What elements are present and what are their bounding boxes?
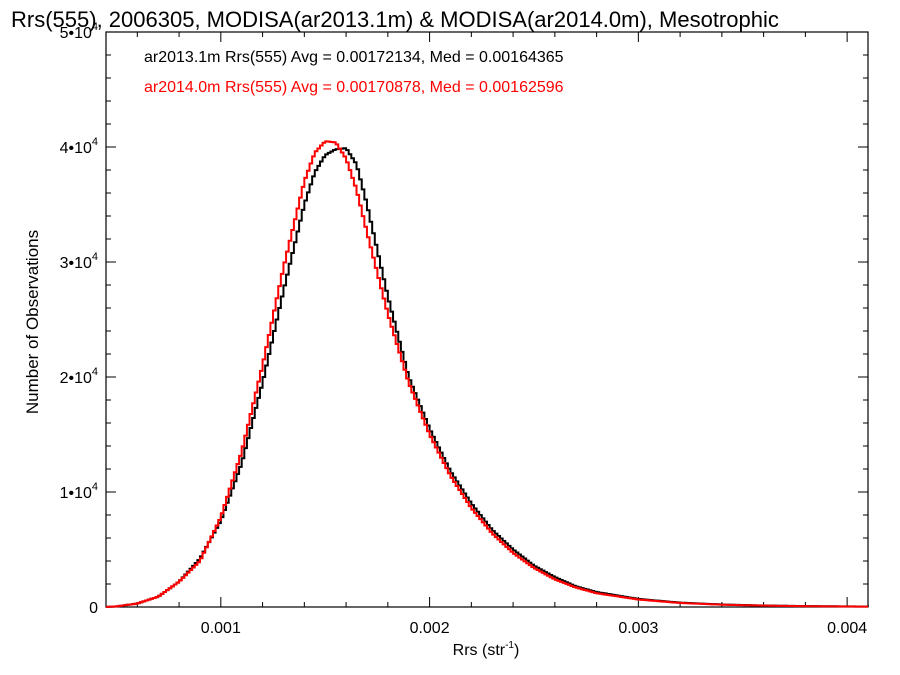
- annotation-series-2: ar2014.0m Rrs(555) Avg = 0.00170878, Med…: [144, 79, 564, 96]
- x-axis-label: Rrs (str-1): [453, 640, 520, 659]
- y-tick-label-2: 2•104: [60, 366, 98, 387]
- x-axis-ticks: 0.001 0.002 0.003 0.004: [136, 32, 867, 637]
- plot-frame: [105, 31, 869, 608]
- y-tick-label-0: 0: [89, 600, 98, 617]
- x-tick-label-0: 0.001: [201, 620, 241, 637]
- x-tick-label-3: 0.004: [827, 620, 867, 637]
- x-tick-label-1: 0.002: [410, 620, 450, 637]
- y-tick-label-5: 5•104: [60, 21, 98, 42]
- x-axis-label-end: ): [514, 642, 519, 659]
- x-axis-label-main: Rrs (str: [453, 642, 506, 659]
- annotation-series-1: ar2013.1m Rrs(555) Avg = 0.00172134, Med…: [144, 49, 564, 66]
- x-axis-label-exponent: -1: [505, 640, 514, 651]
- plot-area-border: [105, 31, 869, 608]
- chart-title: Rrs(555), 2006305, MODISA(ar2013.1m) & M…: [11, 7, 779, 32]
- x-tick-label-2: 0.003: [618, 620, 658, 637]
- series-line-2: [106, 140, 868, 608]
- y-axis-label: Number of Observations: [23, 230, 42, 414]
- y-axis-ticks: 0 1•104 2•104 3•104 4•104 5•104: [60, 21, 868, 617]
- y-tick-label-3: 3•104: [60, 251, 98, 272]
- series-group: [106, 140, 869, 608]
- y-tick-label-1: 1•104: [60, 481, 98, 502]
- series-line-1: [106, 147, 869, 608]
- y-tick-label-4: 4•104: [60, 136, 98, 157]
